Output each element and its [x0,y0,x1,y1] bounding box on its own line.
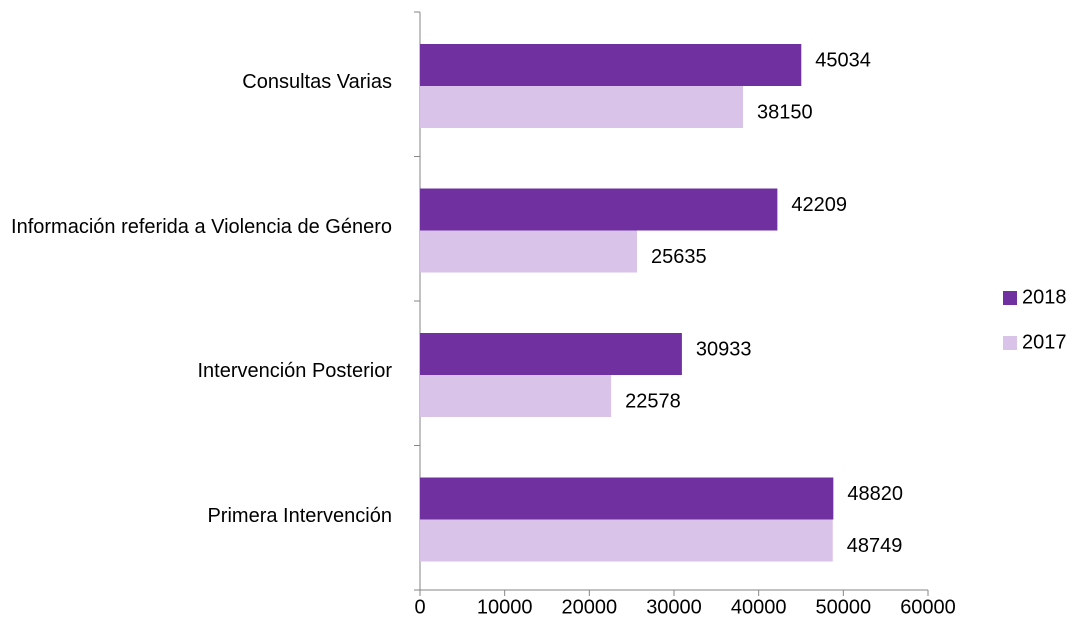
bar [420,477,834,520]
bar [420,519,833,562]
data-label: 48820 [847,483,903,505]
legend-swatch [1003,291,1017,305]
data-label: 42209 [791,194,847,216]
category-label: Primera Intervención [0,499,392,533]
legend-label: 2017 [1022,331,1067,353]
bar [420,44,802,86]
data-label: 25635 [651,246,707,268]
legend-label: 2018 [1022,286,1067,308]
bar [420,333,682,375]
x-tick-label: 20000 [562,596,618,618]
category-text: Primera Intervención [207,504,392,527]
category-label: Intervención Posterior [0,354,392,388]
x-tick-label: 30000 [646,596,702,618]
bar [420,375,612,417]
data-label: 48749 [847,535,903,557]
bar [420,230,638,273]
category-text: Consultas Varias [242,71,392,94]
x-tick-label: 10000 [477,596,533,618]
legend-swatch [1003,336,1017,350]
data-label: 45034 [815,49,871,71]
x-tick-label: 40000 [731,596,787,618]
category-label: Información referida a Violencia de Géne… [0,210,392,244]
bar [420,188,778,231]
x-tick-label: 0 [414,596,425,618]
data-label: 30933 [696,338,752,360]
x-tick-label: 60000 [900,596,956,618]
category-text: Intervención Posterior [197,360,392,383]
data-label: 22578 [625,390,681,412]
category-label: Consultas Varias [0,65,392,99]
category-text: Información referida a Violencia de Géne… [11,215,392,238]
bar [420,86,744,128]
data-label: 38150 [757,101,813,123]
x-tick-label: 50000 [816,596,872,618]
